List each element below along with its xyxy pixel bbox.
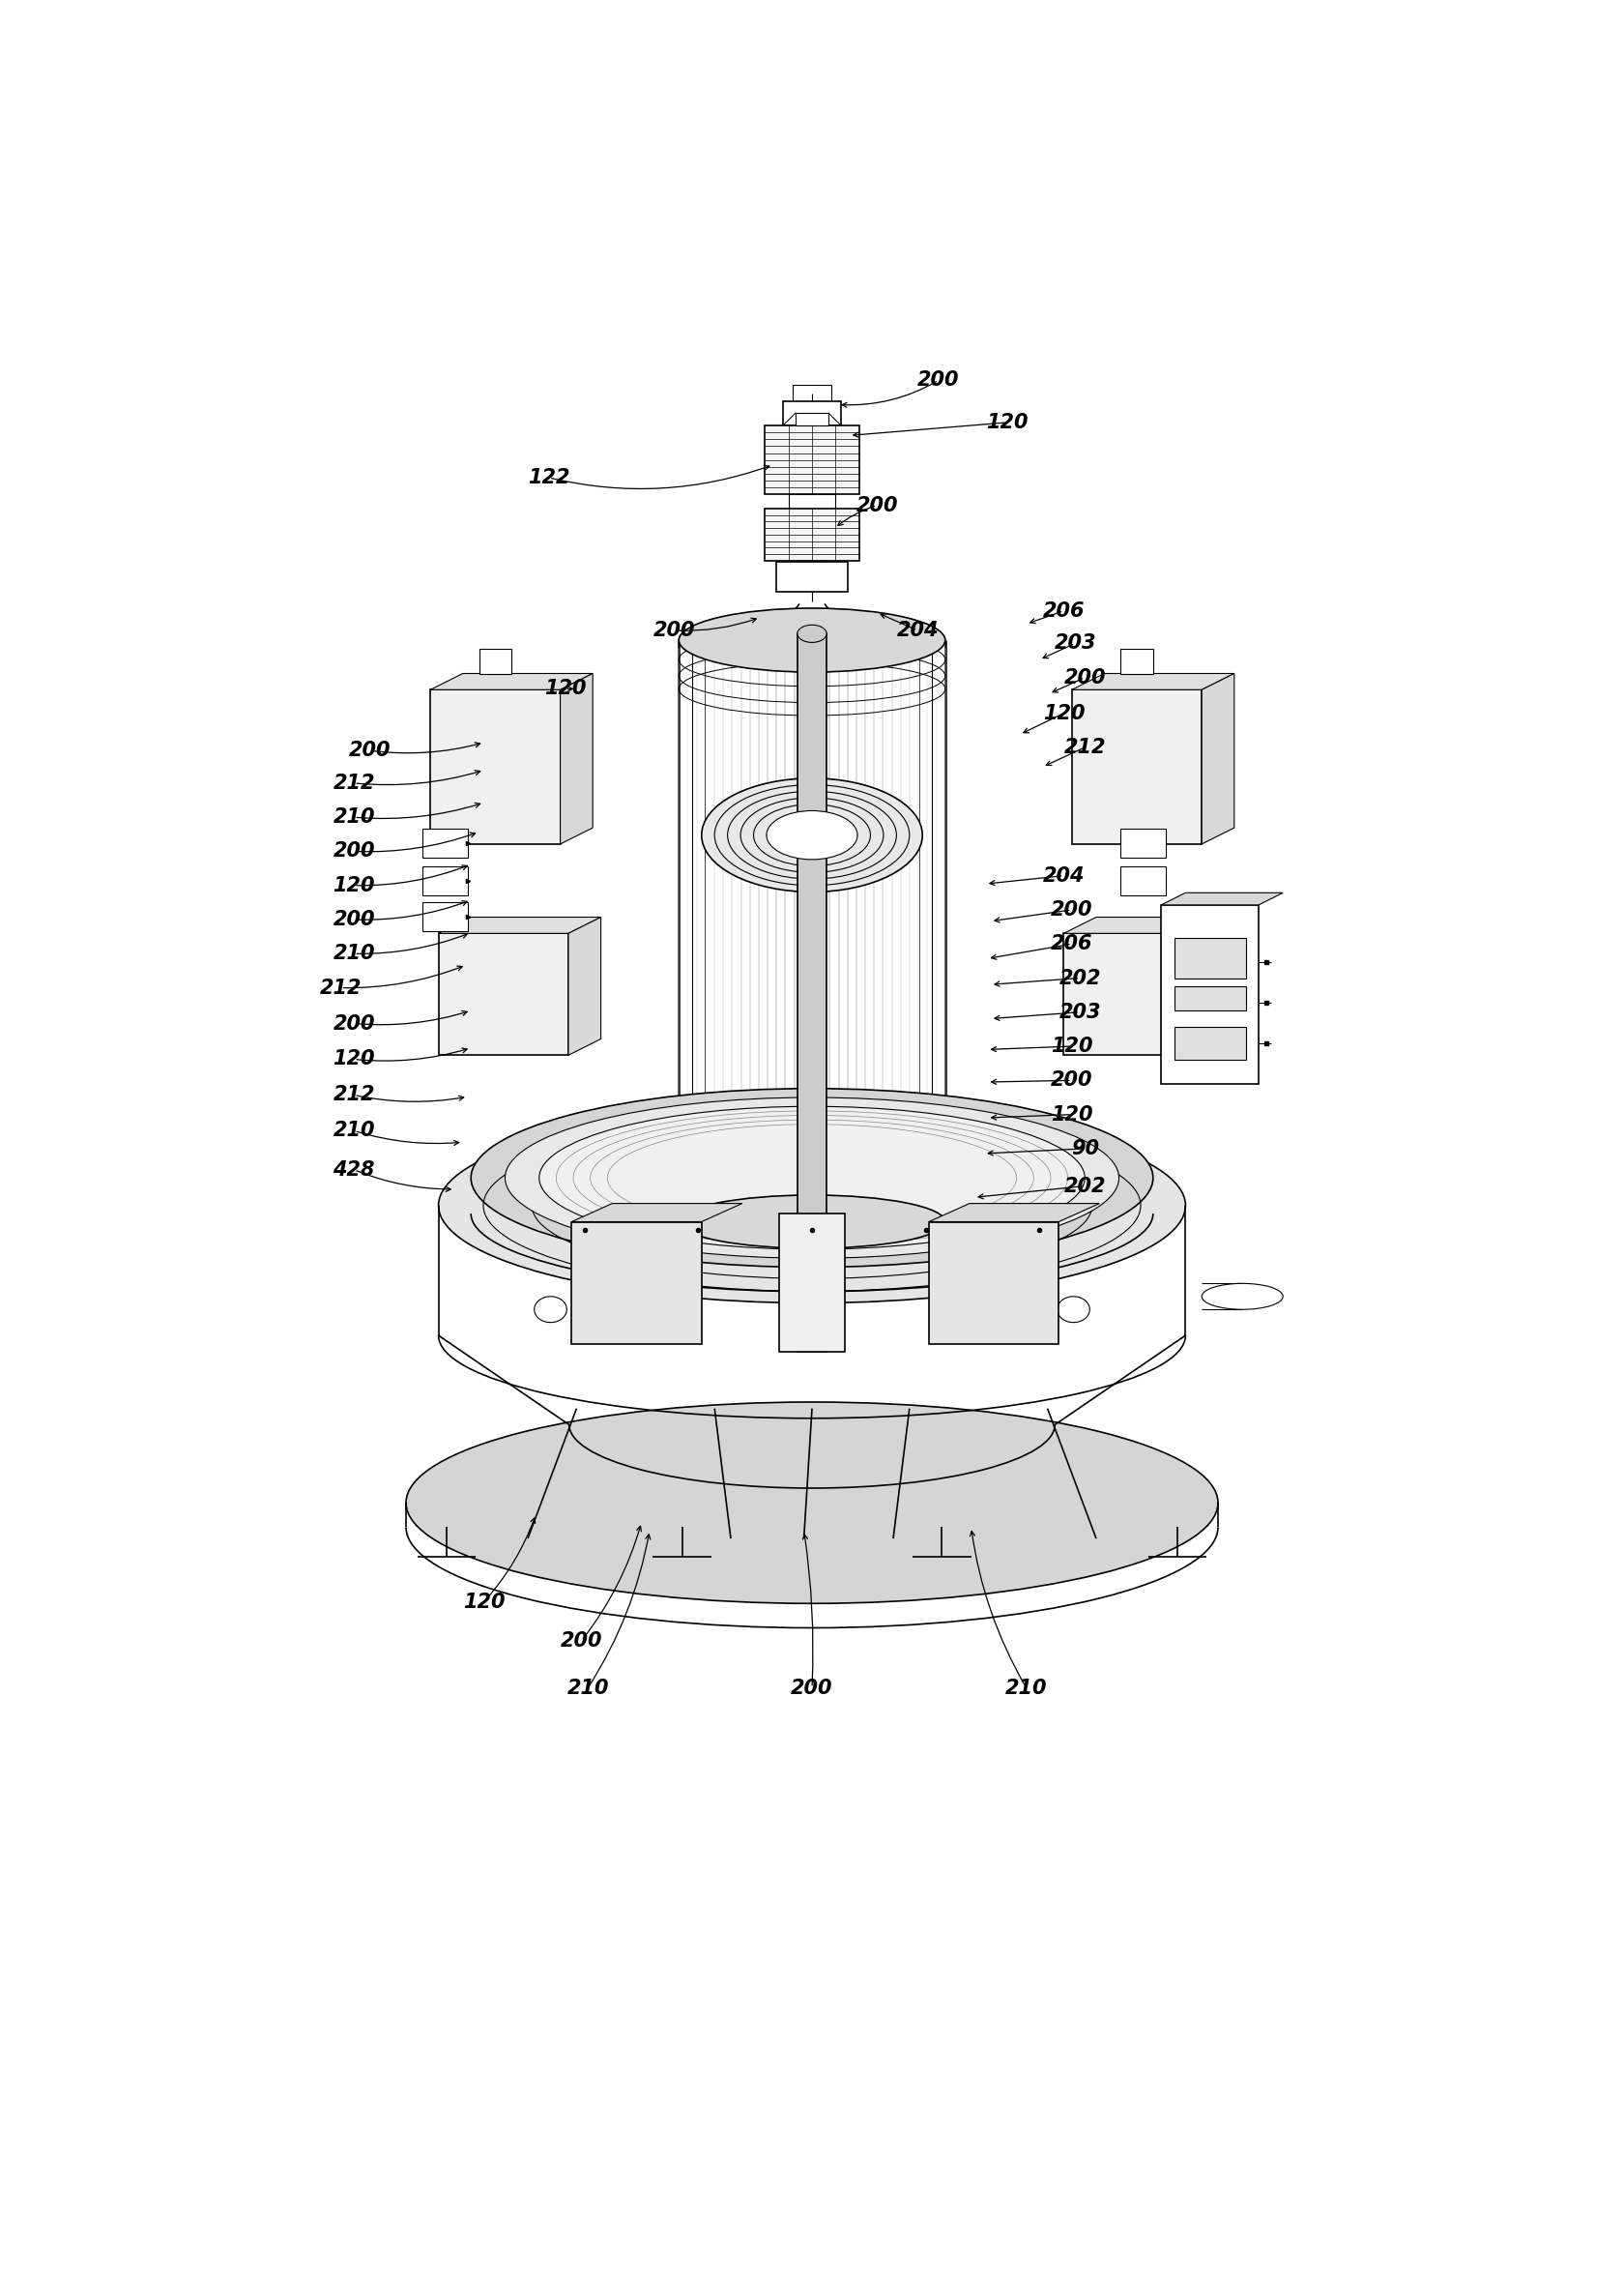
Text: 212: 212 bbox=[333, 1086, 375, 1104]
Bar bbox=[430, 689, 560, 844]
Bar bbox=[929, 1223, 1059, 1344]
Bar bbox=[765, 427, 859, 495]
Bar bbox=[422, 828, 468, 858]
Text: 200: 200 bbox=[560, 1631, 603, 1651]
Text: 120: 120 bbox=[1051, 1104, 1093, 1125]
Text: 428: 428 bbox=[333, 1161, 375, 1179]
Text: 204: 204 bbox=[1043, 867, 1085, 885]
Text: 200: 200 bbox=[1064, 668, 1106, 687]
Bar bbox=[793, 385, 831, 401]
Bar bbox=[1174, 1026, 1246, 1058]
Polygon shape bbox=[438, 917, 601, 933]
Text: 120: 120 bbox=[1043, 703, 1085, 723]
Text: 202: 202 bbox=[1059, 969, 1101, 988]
Polygon shape bbox=[430, 673, 593, 689]
Polygon shape bbox=[572, 1204, 742, 1223]
Bar bbox=[796, 413, 828, 427]
Ellipse shape bbox=[767, 810, 857, 860]
Bar bbox=[789, 495, 835, 509]
Bar bbox=[797, 634, 827, 1353]
Text: 212: 212 bbox=[1064, 737, 1106, 757]
Text: 210: 210 bbox=[333, 944, 375, 963]
Bar bbox=[776, 561, 848, 591]
Text: 120: 120 bbox=[1051, 1036, 1093, 1056]
Bar bbox=[1121, 828, 1166, 858]
Polygon shape bbox=[560, 673, 593, 844]
Text: 200: 200 bbox=[1051, 1070, 1093, 1090]
Polygon shape bbox=[1064, 917, 1226, 933]
Text: 212: 212 bbox=[333, 773, 375, 794]
Text: 90: 90 bbox=[1070, 1138, 1099, 1159]
Text: 200: 200 bbox=[349, 741, 391, 760]
Text: 120: 120 bbox=[986, 413, 1028, 431]
Polygon shape bbox=[1161, 892, 1283, 906]
Text: 120: 120 bbox=[463, 1592, 505, 1610]
Polygon shape bbox=[1072, 673, 1234, 689]
Text: 122: 122 bbox=[528, 468, 570, 488]
Text: 206: 206 bbox=[1051, 935, 1093, 953]
Bar bbox=[796, 561, 828, 573]
Bar bbox=[572, 1223, 702, 1344]
Ellipse shape bbox=[702, 778, 922, 892]
Text: 120: 120 bbox=[544, 680, 586, 698]
Bar bbox=[479, 650, 512, 673]
Ellipse shape bbox=[1202, 1284, 1283, 1309]
Text: 200: 200 bbox=[856, 495, 898, 516]
Ellipse shape bbox=[406, 1403, 1218, 1604]
Text: 120: 120 bbox=[333, 1049, 375, 1070]
Text: 203: 203 bbox=[1054, 634, 1096, 652]
Text: 120: 120 bbox=[333, 876, 375, 894]
Bar bbox=[765, 509, 859, 561]
Bar bbox=[422, 901, 468, 931]
Ellipse shape bbox=[471, 1088, 1153, 1268]
Text: 204: 204 bbox=[896, 620, 939, 641]
Polygon shape bbox=[568, 917, 601, 1056]
Bar bbox=[1174, 985, 1246, 1010]
Ellipse shape bbox=[760, 616, 864, 664]
Text: 210: 210 bbox=[1005, 1679, 1047, 1697]
Ellipse shape bbox=[539, 1106, 1085, 1250]
Polygon shape bbox=[929, 1204, 1099, 1223]
Bar bbox=[1121, 867, 1166, 894]
Text: 200: 200 bbox=[791, 1679, 833, 1697]
Ellipse shape bbox=[679, 1195, 945, 1248]
Polygon shape bbox=[1202, 673, 1234, 844]
Text: 200: 200 bbox=[333, 1013, 375, 1033]
Bar bbox=[1161, 906, 1259, 1083]
Text: 210: 210 bbox=[333, 1120, 375, 1140]
Text: 212: 212 bbox=[320, 979, 362, 997]
Text: 202: 202 bbox=[1064, 1177, 1106, 1195]
Bar bbox=[780, 1213, 844, 1353]
Bar bbox=[1072, 689, 1202, 844]
Text: 200: 200 bbox=[918, 370, 960, 390]
Ellipse shape bbox=[797, 625, 827, 643]
Text: 203: 203 bbox=[1059, 1001, 1101, 1022]
Bar bbox=[1174, 937, 1246, 979]
Ellipse shape bbox=[679, 609, 945, 673]
Text: 200: 200 bbox=[653, 620, 695, 641]
Text: 200: 200 bbox=[333, 910, 375, 928]
Text: 206: 206 bbox=[1043, 602, 1085, 620]
Text: 210: 210 bbox=[567, 1679, 609, 1697]
Ellipse shape bbox=[438, 1109, 1186, 1302]
Bar bbox=[422, 867, 468, 894]
Bar bbox=[438, 933, 568, 1056]
Text: 200: 200 bbox=[1051, 901, 1093, 919]
Bar bbox=[1064, 933, 1194, 1056]
Bar bbox=[783, 401, 841, 427]
Ellipse shape bbox=[776, 625, 848, 657]
Bar bbox=[1121, 650, 1153, 673]
Ellipse shape bbox=[505, 1097, 1119, 1259]
Text: 200: 200 bbox=[333, 842, 375, 860]
Polygon shape bbox=[1194, 917, 1226, 1056]
Text: 210: 210 bbox=[333, 807, 375, 828]
